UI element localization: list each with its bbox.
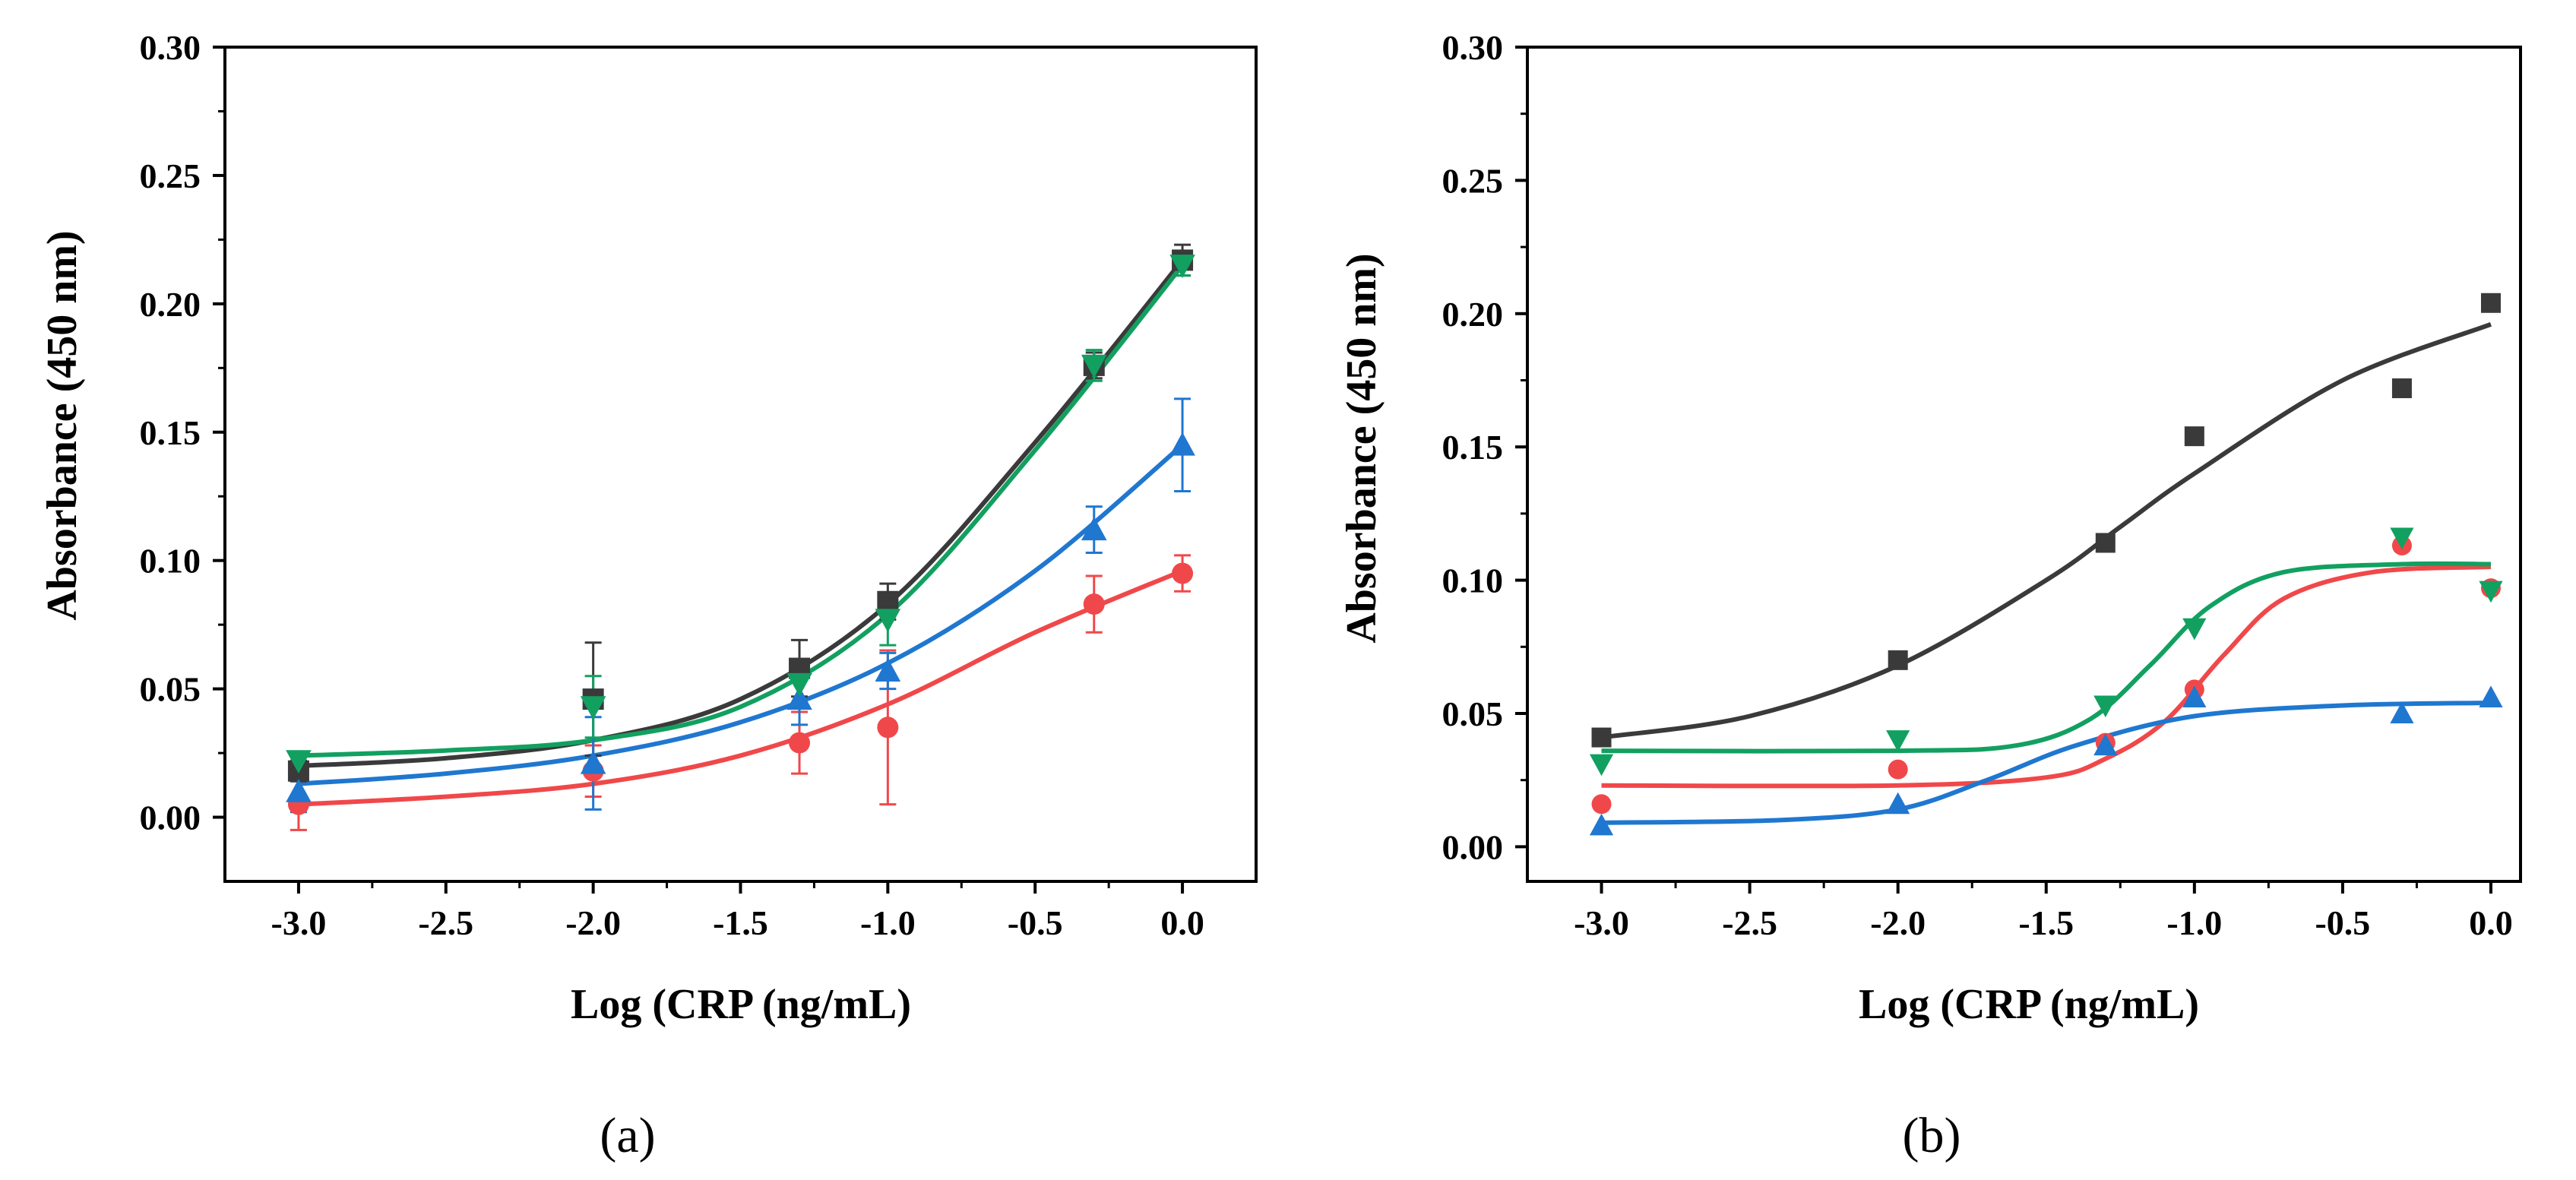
panel-a-red-point — [877, 717, 899, 739]
panel-a-chart: -3.0 -2.5 -2.0 -1.5 -1.0 -0.5 0.0 0.00 0.05 0.10 0… — [39, 28, 1258, 1163]
panel-a-blue-point — [580, 750, 606, 774]
panel-a-red-point — [1172, 562, 1194, 584]
panel-b-frame — [1526, 46, 2522, 883]
panel-b-y-axis-title: Absorbance (450 nm) — [1338, 253, 1385, 643]
panel-a-x-tick-label: -1.0 — [860, 903, 916, 942]
panel-a-black-point — [877, 590, 899, 612]
panel-b-black-point — [2391, 378, 2412, 399]
panel-b-green-point — [1589, 754, 1614, 777]
panel-b-y-tick-label: 0.30 — [1442, 28, 1504, 67]
panel-b-blue-point — [2093, 733, 2118, 756]
panel-b-y-tick-label: 0.25 — [1442, 161, 1504, 200]
panel-a-x-tick-label: -1.5 — [713, 903, 768, 942]
panel-b-green-point — [2182, 618, 2207, 641]
panel-b-chart: -3.0 -2.5 -2.0 -1.5 -1.0 -0.5 0.0 0.00 0.05 0.10 0… — [1338, 28, 2522, 1163]
panel-b-x-tick-label: -1.5 — [2018, 903, 2074, 942]
panel-b-markers — [1589, 293, 2503, 836]
panel-a-y-tick-label: 0.15 — [140, 413, 201, 452]
panel-a-label: (a) — [600, 1108, 655, 1163]
panel-a-blue-point — [286, 778, 312, 802]
panel-a-y-axis-title: Absorbance (450 nm) — [39, 230, 86, 620]
panel-b-blue-point — [2182, 685, 2207, 707]
panel-b-green-fit-curve — [1601, 561, 2491, 754]
panel-a-green-point — [1169, 255, 1195, 278]
panel-b-green-point — [1886, 730, 1910, 752]
panel-a-green-point — [1081, 354, 1107, 378]
panel-b-y-tick-label: 0.05 — [1442, 694, 1504, 733]
panel-b-fit-curves — [1601, 322, 2492, 825]
panel-a-y-tick-label: 0.25 — [140, 157, 201, 195]
panel-b-ticks: -3.0 -2.5 -2.0 -1.5 -1.0 -0.5 0.0 0.00 0.05 0.10 0… — [1442, 28, 2513, 942]
panel-a-x-tick-label: 0.0 — [1160, 903, 1204, 942]
panel-a-fit-curves — [298, 258, 1185, 807]
panel-a-red-fit-curve — [298, 568, 1184, 807]
panel-a-x-tick-label: -2.0 — [565, 903, 621, 942]
panel-b-green-point — [2479, 581, 2503, 603]
panel-b-y-tick-label: 0.20 — [1442, 295, 1504, 334]
panel-a-green-point — [286, 750, 312, 774]
panel-b-blue-point — [2390, 701, 2414, 723]
panel-a-y-tick-label: 0.05 — [140, 670, 201, 709]
panel-b-y-tick-label: 0.15 — [1442, 428, 1504, 467]
panel-b-blue-fit-curve — [1601, 700, 2492, 825]
panel-a-y-tick-label: 0.30 — [140, 28, 201, 67]
panel-b-x-tick-label: -0.5 — [2315, 903, 2370, 942]
panel-a-blue-point — [1081, 517, 1107, 541]
panel-b-black-point — [2480, 293, 2501, 313]
panel-b-y-tick-label: 0.10 — [1442, 562, 1504, 600]
panel-a-ticks: -3.0 -2.5 -2.0 -1.5 -1.0 -0.5 0.0 0.00 0.05 0.10 0… — [140, 28, 1204, 942]
panel-a-green-point — [875, 609, 901, 633]
panel-b-red-fit-curve — [1601, 565, 2492, 789]
panel-b-x-tick-label: -1.0 — [2166, 903, 2222, 942]
panel-a-blue-point — [1169, 432, 1195, 456]
panel-b-black-point — [1888, 650, 1908, 670]
panel-b-black-fit-curve — [1601, 322, 2492, 740]
panel-b-y-tick-label: 0.00 — [1442, 827, 1504, 866]
panel-b-x-tick-label: 0.0 — [2469, 903, 2513, 942]
panel-b-black-point — [1591, 727, 1612, 748]
panel-b-black-point — [2184, 426, 2204, 447]
panel-a-green-point — [786, 672, 812, 697]
panel-a-green-fit-curve — [298, 264, 1185, 758]
panel-a-red-point — [1083, 593, 1105, 615]
panel-a-error-bars — [290, 243, 1191, 831]
panel-a-blue-fit-curve — [298, 443, 1185, 786]
panel-a-x-axis-title: Log (CRP (ng/mL) — [571, 981, 911, 1028]
panel-a-x-tick-label: -3.0 — [271, 903, 327, 942]
panel-a-x-tick-label: -0.5 — [1008, 903, 1063, 942]
panel-a-y-tick-label: 0.20 — [140, 285, 201, 324]
panel-b-x-axis-title: Log (CRP (ng/mL) — [1859, 981, 2199, 1028]
panel-b-red-point — [1591, 794, 1612, 815]
panel-a-markers — [286, 249, 1195, 815]
panel-b-label: (b) — [1903, 1108, 1961, 1163]
panel-b-blue-point — [1589, 813, 1614, 836]
panel-b-green-point — [2093, 695, 2118, 718]
panel-b-x-tick-label: -2.5 — [1722, 903, 1777, 942]
panel-b-blue-point — [2479, 685, 2503, 707]
panel-b-x-tick-label: -3.0 — [1574, 903, 1629, 942]
panel-a-x-tick-label: -2.5 — [418, 903, 473, 942]
panel-b-green-point — [2390, 527, 2414, 550]
panel-a-blue-point — [875, 658, 901, 682]
panel-a-red-point — [789, 732, 811, 754]
panel-a-blue-point — [786, 686, 812, 710]
panel-b-black-point — [2095, 533, 2116, 553]
panel-b-red-point — [1888, 759, 1908, 780]
panel-a-y-tick-label: 0.10 — [140, 542, 201, 581]
panel-a-green-point — [580, 696, 606, 720]
panel-b-x-tick-label: -2.0 — [1870, 903, 1926, 942]
panel-b-blue-point — [1886, 792, 1910, 815]
panel-a-black-fit-curve — [298, 258, 1185, 768]
panel-a-y-tick-label: 0.00 — [140, 799, 201, 837]
